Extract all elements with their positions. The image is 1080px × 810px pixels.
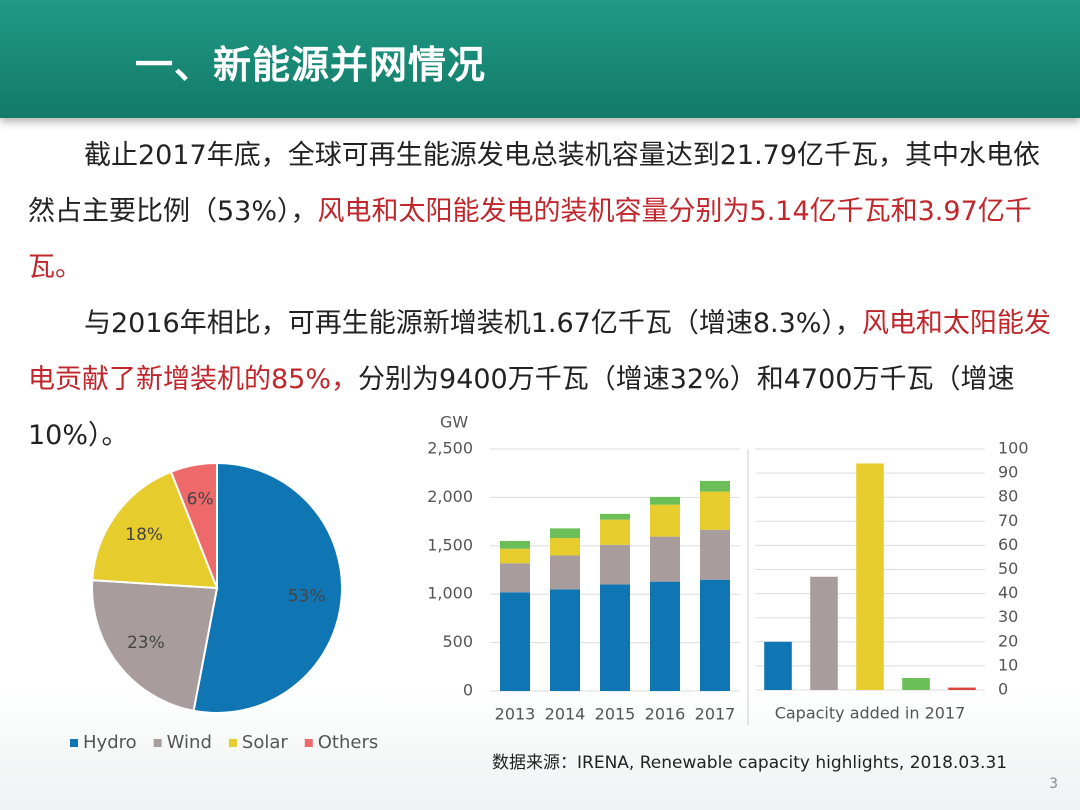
bar-segment bbox=[650, 496, 680, 505]
source-note: 数据来源：IRENA, Renewable capacity highlight… bbox=[492, 753, 1008, 773]
bar-segment bbox=[550, 589, 580, 691]
bar-segment bbox=[600, 519, 630, 545]
y-tick-label: 60 bbox=[998, 535, 1018, 554]
y-tick-label: 50 bbox=[998, 559, 1018, 578]
bar bbox=[764, 641, 792, 690]
y-tick-label: 30 bbox=[998, 607, 1018, 626]
slice-label: 23% bbox=[127, 633, 165, 653]
bar-segment bbox=[500, 592, 530, 691]
bar-segment bbox=[600, 544, 630, 585]
y-axis-label: GW bbox=[440, 413, 468, 432]
text-run: 分别为9400万千瓦（增速32%）和4700万千瓦（增速10%）。 bbox=[28, 364, 1015, 451]
bar-segment bbox=[550, 528, 580, 539]
bar bbox=[902, 677, 930, 690]
legend-swatch bbox=[153, 739, 162, 747]
x-tick-label: 2016 bbox=[645, 705, 686, 724]
text-run: 风电和太阳能发电贡献了新增装机的85%， bbox=[28, 308, 1051, 395]
legend-label: Hydro bbox=[83, 732, 137, 753]
y-tick-label: 0 bbox=[998, 680, 1008, 699]
bar-segment bbox=[550, 555, 580, 590]
x-tick-label: 2015 bbox=[595, 705, 636, 724]
y-tick-label: 2,500 bbox=[427, 439, 473, 458]
page-number: 3 bbox=[1049, 776, 1058, 792]
paragraph: 截止2017年底，全球可再生能源发电总装机容量达到21.79亿千瓦，其中水电依然… bbox=[28, 128, 1058, 296]
bar-segment bbox=[500, 540, 530, 549]
bar-segment bbox=[700, 579, 730, 691]
text-run: 与2016年相比，可再生能源新增装机1.67亿千瓦（增速8.3%）， bbox=[84, 308, 862, 339]
y-tick-label: 90 bbox=[998, 463, 1018, 482]
y-tick-label: 100 bbox=[998, 439, 1029, 458]
pie-slice bbox=[192, 461, 343, 714]
y-tick-label: 70 bbox=[998, 511, 1018, 530]
legend-label: Wind bbox=[167, 732, 212, 753]
y-tick-label: 1,000 bbox=[427, 584, 473, 603]
header-band bbox=[0, 0, 1080, 118]
bar-segment bbox=[500, 563, 530, 593]
pie-slice bbox=[91, 579, 219, 712]
x-tick-label: 2013 bbox=[495, 705, 536, 724]
y-tick-label: 10 bbox=[998, 655, 1018, 674]
bar-segment bbox=[700, 529, 730, 580]
y-tick-label: 0 bbox=[463, 681, 473, 700]
bar-segment bbox=[650, 504, 680, 537]
bar bbox=[856, 463, 884, 690]
bar-segment bbox=[650, 581, 680, 691]
legend-label: Others bbox=[318, 732, 379, 753]
y-tick-label: 20 bbox=[998, 631, 1018, 650]
paragraph: 与2016年相比，可再生能源新增装机1.67亿千瓦（增速8.3%），风电和太阳能… bbox=[28, 296, 1058, 464]
x-axis-label: Capacity added in 2017 bbox=[775, 704, 966, 723]
bar-segment bbox=[550, 538, 580, 556]
bar-segment bbox=[600, 513, 630, 520]
y-tick-label: 500 bbox=[442, 632, 473, 651]
bar bbox=[948, 687, 976, 690]
y-tick-label: 1,500 bbox=[427, 535, 473, 554]
y-tick-label: 80 bbox=[998, 487, 1018, 506]
pie-slice bbox=[91, 470, 219, 590]
slice-label: 6% bbox=[187, 490, 214, 510]
legend-label: Solar bbox=[242, 732, 288, 753]
bar-segment bbox=[700, 491, 730, 530]
bar-segment bbox=[600, 584, 630, 691]
bar-segment bbox=[500, 548, 530, 564]
legend-swatch bbox=[228, 739, 237, 747]
bar bbox=[810, 576, 838, 690]
body-text: 截止2017年底，全球可再生能源发电总装机容量达到21.79亿千瓦，其中水电依然… bbox=[28, 128, 1058, 464]
bar-segment bbox=[700, 480, 730, 492]
slide-title: 一、新能源并网情况 bbox=[135, 43, 487, 87]
text-run: 截止2017年底，全球可再生能源发电总装机容量达到21.79亿千瓦，其中水电依然… bbox=[28, 140, 1041, 227]
x-tick-label: 2017 bbox=[695, 705, 736, 724]
pie-slice bbox=[169, 461, 218, 589]
legend-swatch bbox=[304, 739, 313, 747]
legend-swatch bbox=[70, 739, 78, 747]
slice-label: 18% bbox=[125, 525, 163, 545]
bar-segment bbox=[650, 536, 680, 582]
text-run: 风电和太阳能发电的装机容量分别为5.14亿千瓦和3.97亿千瓦。 bbox=[28, 196, 1032, 283]
y-tick-label: 2,000 bbox=[427, 487, 473, 506]
y-tick-label: 40 bbox=[998, 583, 1018, 602]
slice-label: 53% bbox=[288, 586, 326, 606]
x-tick-label: 2014 bbox=[545, 705, 586, 724]
